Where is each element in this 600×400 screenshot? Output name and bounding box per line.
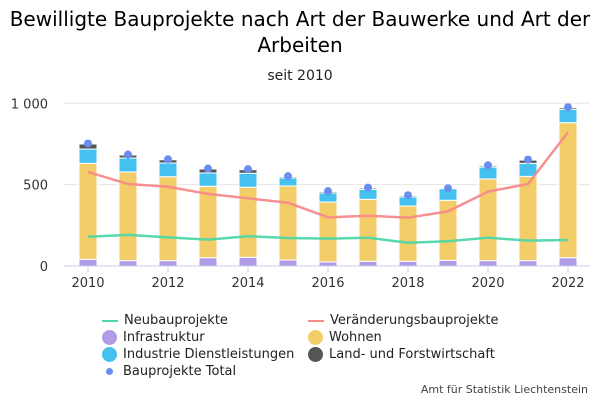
total-dot [564, 103, 572, 112]
legend-item-infrastruktur[interactable]: Infrastruktur [102, 329, 205, 346]
legend-item-veraenderungsbauprojekte[interactable]: Veränderungsbauprojekte [308, 312, 499, 329]
bar-segment [518, 175, 538, 262]
series-line [87, 131, 569, 219]
bar-segment [558, 122, 578, 259]
legend-item-wohnen[interactable]: Wohnen [308, 329, 382, 346]
total-dot [284, 172, 292, 181]
y-tick-label: 500 [23, 179, 48, 194]
circle-swatch-icon [102, 347, 117, 362]
legend-label: Wohnen [329, 330, 382, 345]
x-tick-label: 2016 [311, 276, 344, 291]
y-tick-label: 1 000 [11, 97, 48, 112]
legend-label: Infrastruktur [123, 330, 205, 345]
total-dot [484, 161, 492, 170]
circle-swatch-icon [308, 330, 323, 345]
total-dot [244, 165, 252, 174]
total-dot [404, 191, 412, 200]
bar-segment [118, 157, 138, 173]
legend-item-neubauprojekte[interactable]: Neubauprojekte [102, 312, 228, 329]
legend-item-industrie-dienstleistungen[interactable]: Industrie Dienstleistungen [102, 346, 294, 363]
bar-segment [238, 256, 258, 267]
legend-label: Neubauprojekte [124, 313, 228, 328]
bar-segment [158, 176, 178, 262]
x-tick-label: 2010 [71, 276, 104, 291]
bar-segment [158, 260, 178, 267]
total-dot [84, 139, 92, 148]
bar-segment [278, 185, 298, 261]
total-dot [164, 155, 172, 164]
x-tick-label: 2012 [151, 276, 184, 291]
line-swatch-icon [102, 319, 118, 322]
bar-segment [278, 259, 298, 267]
circle-swatch-icon [102, 330, 117, 345]
chart-subtitle: seit 2010 [267, 68, 333, 84]
bar-segment [398, 260, 418, 267]
bar-segment [398, 205, 418, 262]
line-swatch-icon [308, 319, 324, 322]
gridlines [64, 102, 590, 186]
legend-label: Veränderungsbauprojekte [330, 313, 499, 328]
source-credit: Amt für Statistik Liechtenstein [420, 383, 588, 396]
series-line [87, 233, 569, 244]
lines [87, 131, 569, 244]
x-tick-label: 2014 [231, 276, 264, 291]
total-dot [324, 187, 332, 196]
circle-swatch-icon [308, 347, 323, 362]
bar-segment [78, 162, 98, 260]
bar-segment [358, 198, 378, 262]
bar-segment [158, 162, 178, 178]
total-dot [524, 155, 532, 164]
bar-segment [478, 260, 498, 267]
bar-segment [558, 257, 578, 267]
bar-segment [438, 259, 458, 267]
total-dot [124, 150, 132, 159]
bar-segment [198, 172, 218, 187]
bar-segment [558, 108, 578, 124]
total-dot [364, 183, 372, 192]
x-axis-ticks: 2010 2012 2014 2016 2018 2020 2022 [71, 266, 585, 291]
bar-segment [358, 260, 378, 267]
x-tick-label: 2018 [391, 276, 424, 291]
bar-segment [78, 258, 98, 267]
x-tick-label: 2022 [551, 276, 584, 291]
legend-label: Land- und Forstwirtschaft [329, 347, 495, 362]
y-axis-ticks: 0 500 1 000 [11, 97, 48, 275]
bar-segment [118, 260, 138, 267]
bar-segment [518, 260, 538, 267]
legend-item-land-und-forstwirtschaft[interactable]: Land- und Forstwirtschaft [308, 346, 495, 363]
total-dot [204, 164, 212, 173]
y-tick-label: 0 [40, 260, 48, 275]
bar-segment [198, 257, 218, 267]
dot-swatch-icon [106, 368, 113, 375]
bar-segment [318, 261, 338, 267]
total-dot [444, 184, 452, 193]
legend-label: Industrie Dienstleistungen [123, 347, 295, 362]
chart-plot: 0 500 1 000 2010 2012 2014 2016 2018 2020 2022 [11, 97, 590, 291]
total-dots [84, 103, 572, 200]
chart-title: Bewilligte Bauprojekte nach Art der Bauw… [9, 7, 591, 57]
x-tick-label: 2020 [471, 276, 504, 291]
bar-segment [318, 201, 338, 263]
bar-segment [198, 185, 218, 259]
bar-segment [238, 172, 258, 188]
legend-item-bauprojekte-total[interactable]: Bauprojekte Total [102, 363, 236, 380]
legend-label: Bauprojekte Total [123, 364, 237, 379]
bar-segment [78, 148, 98, 164]
